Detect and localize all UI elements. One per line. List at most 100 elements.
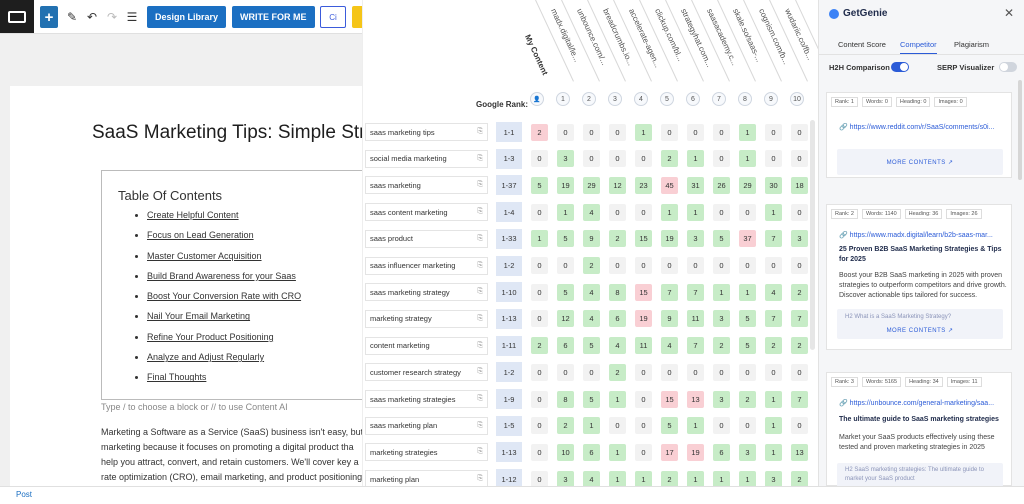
toc-link[interactable]: Build Brand Awareness for your Saas [147,270,301,290]
keyword-row-label[interactable]: saas marketing strategy ⎘ [365,283,488,302]
breadcrumb-post[interactable]: Post [16,490,33,499]
competitor-card: Rank: 2 Words: 1140 Heading: 36 Images: … [826,204,1012,350]
google-rank-cell: 1-37 [496,175,522,196]
keyword-count-cell: 8 [609,283,626,301]
close-icon[interactable]: ✕ [1003,6,1014,20]
toc-link[interactable]: Boost Your Conversion Rate with CRO [147,290,301,310]
keyword-count-cell: 19 [687,443,704,461]
keyword-row-label[interactable]: saas content marketing ⎘ [365,203,488,222]
plugin-button[interactable] [352,6,364,28]
toc-link[interactable]: Analyze and Adjust Regularly [147,351,301,371]
toc-link[interactable]: Nail Your Email Marketing [147,310,301,330]
serp-toggle[interactable] [999,62,1017,72]
toc-link[interactable]: Create Helpful Content [147,209,301,229]
competitor-url[interactable]: 🔗 https://www.reddit.com/r/SaaS/comments… [839,123,1003,131]
copy-icon[interactable]: ⎘ [477,421,483,429]
keyword-count-cell: 1 [713,470,730,486]
copy-icon[interactable]: ⎘ [477,128,483,135]
keyword-text: saas marketing [370,180,421,190]
keyword-row-label[interactable]: customer research strategy ⎘ [365,363,488,382]
content-ai-button[interactable]: Ci [320,6,346,28]
keyword-row-label[interactable]: saas marketing strategies ⎘ [365,390,488,408]
keyword-count-cell: 2 [791,337,808,355]
keyword-row-label[interactable]: saas marketing plan ⎘ [365,416,488,435]
keyword-count-cell: 29 [739,176,756,194]
design-library-button[interactable]: Design Library [147,6,227,28]
paragraph-line: marketing because it focuses on promotin… [101,442,354,452]
rank-number-header: 5 [660,92,674,106]
copy-icon[interactable]: ⎘ [477,208,483,216]
block-placeholder[interactable]: Type / to choose a block or // to use Co… [101,402,288,412]
h2h-toggle[interactable] [891,62,909,72]
undo-icon[interactable]: ↶ [86,10,98,24]
competitor-url[interactable]: 🔗 https://unbounce.com/general-marketing… [839,399,1003,407]
keyword-count-cell: 0 [791,150,808,168]
keyword-text: customer research strategy [370,367,461,377]
rank-number-header: 10 [790,92,804,106]
keyword-row-label[interactable]: marketing strategy ⎘ [365,309,488,328]
copy-icon[interactable]: ⎘ [477,475,483,483]
competitor-title[interactable]: 25 Proven B2B SaaS Marketing Strategies … [839,246,1002,263]
keyword-count-cell: 0 [661,363,678,381]
keyword-count-cell: 0 [739,417,756,435]
keyword-row-label[interactable]: marketing plan ⎘ [365,470,488,486]
keyword-count-cell: 4 [583,283,600,301]
copy-icon[interactable]: ⎘ [477,261,483,269]
keyword-count-cell: 6 [713,443,730,461]
more-contents-button[interactable]: MORE CONTENTS ↗ [837,327,1003,334]
keyword-count-cell: 0 [713,203,730,221]
table-scrollbar[interactable] [810,120,815,350]
copy-icon[interactable]: ⎘ [477,288,483,296]
copy-icon[interactable]: ⎘ [477,234,483,242]
wordpress-logo-icon[interactable] [0,0,34,33]
more-contents-button[interactable]: MORE CONTENTS ↗ [837,159,1003,166]
keyword-count-cell: 0 [609,123,626,141]
toc-link[interactable]: Master Customer Acquisition [147,250,301,270]
list-view-icon[interactable]: ☰ [126,10,138,24]
copy-icon[interactable]: ⎘ [477,395,483,402]
keyword-count-cell: 2 [765,337,782,355]
redo-icon[interactable]: ↷ [106,10,118,24]
keyword-count-cell: 0 [791,363,808,381]
arrow-up-right-icon: ↗ [947,328,954,334]
keyword-count-cell: 0 [739,363,756,381]
keyword-count-cell: 1 [635,123,652,141]
google-rank-cell: 1-2 [496,255,522,276]
keyword-count-cell: 0 [583,150,600,168]
keyword-row-label[interactable]: saas marketing ⎘ [365,176,488,195]
competitor-title[interactable]: The ultimate guide to SaaS marketing str… [839,416,999,423]
add-block-button[interactable]: + [40,6,58,28]
tab-competitor[interactable]: Competitor [900,40,937,55]
keyword-count-cell: 0 [687,257,704,274]
keyword-row-label[interactable]: social media marketing ⎘ [365,149,488,168]
keyword-count-cell: 5 [583,337,600,355]
copy-icon[interactable]: ⎘ [477,368,483,376]
keyword-row-label[interactable]: saas marketing tips ⎘ [365,123,488,141]
write-for-me-button[interactable]: WRITE FOR ME [232,6,315,28]
my-content-header[interactable]: My Content [523,33,550,77]
pencil-icon[interactable]: ✎ [66,10,78,24]
keyword-row-label[interactable]: marketing strategies ⎘ [365,443,488,462]
google-rank-cell: 1-1 [496,122,522,142]
keyword-row-label[interactable]: saas influencer marketing ⎘ [365,256,488,275]
keyword-count-cell: 10 [557,443,574,461]
tab-content-score[interactable]: Content Score [838,40,886,49]
copy-icon[interactable]: ⎘ [477,181,483,189]
sidebar-scrollbar[interactable] [1018,80,1022,180]
rank-number-header: 4 [634,92,648,106]
toc-link[interactable]: Focus on Lead Generation [147,229,301,249]
post-title[interactable]: SaaS Marketing Tips: Simple Stra [92,122,377,143]
copy-icon[interactable]: ⎘ [477,448,483,456]
copy-icon[interactable]: ⎘ [477,154,483,162]
keyword-row-label[interactable]: saas product ⎘ [365,229,488,248]
toc-link[interactable]: Refine Your Product Positioning [147,331,301,351]
post-paragraph[interactable]: Marketing a Software as a Service (SaaS)… [101,425,371,485]
competitor-url[interactable]: 🔗 https://www.madx.digital/learn/b2b-saa… [839,231,1003,239]
competitor-column-header[interactable]: wudariic.co/fb... [783,7,815,62]
toc-link[interactable]: Final Thoughts [147,371,301,391]
keyword-row-label[interactable]: content marketing ⎘ [365,336,488,355]
keyword-count-cell: 12 [609,176,626,194]
copy-icon[interactable]: ⎘ [477,341,483,349]
copy-icon[interactable]: ⎘ [477,314,483,322]
tab-plagiarism[interactable]: Plagiarism [954,40,990,49]
